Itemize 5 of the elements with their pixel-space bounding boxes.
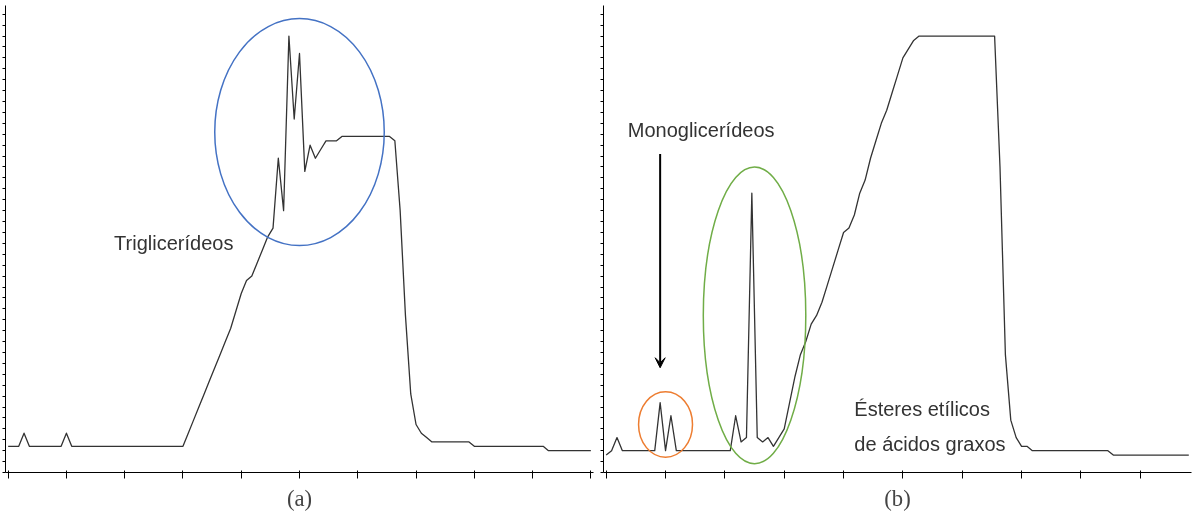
annotation: Triglicerídeos bbox=[114, 232, 234, 255]
annotation: Monoglicerídeos bbox=[627, 118, 775, 141]
annotation: Ésteres etílicos de ácidos graxos bbox=[854, 398, 1006, 456]
text: (a) bbox=[286, 485, 313, 511]
text: (b) bbox=[884, 485, 911, 511]
